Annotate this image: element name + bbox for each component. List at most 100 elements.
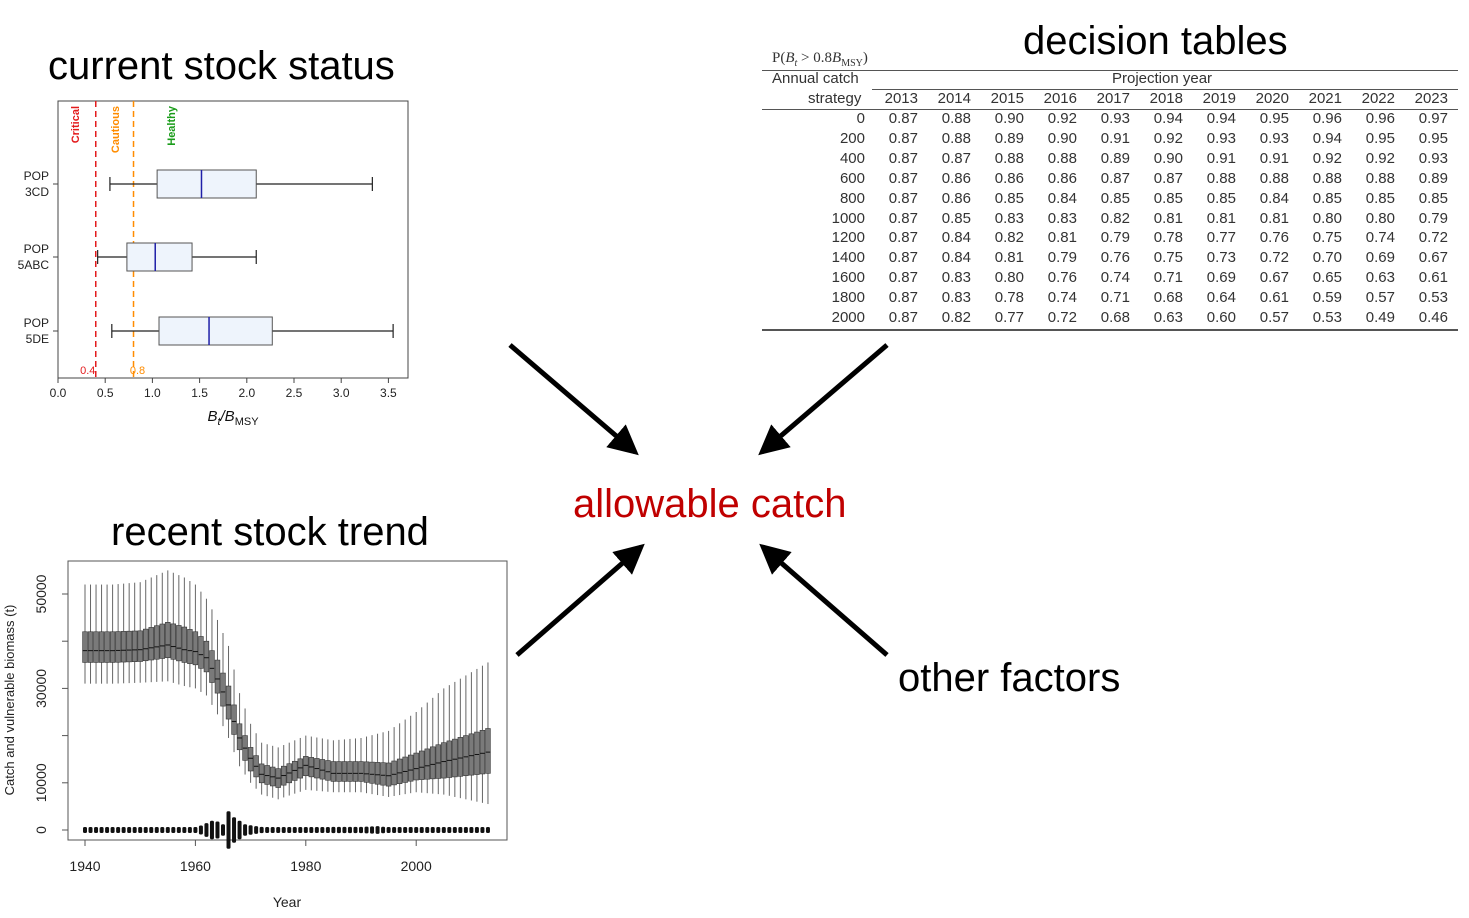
catch-bar-1995 [386, 827, 391, 833]
catch-bar-1975 [276, 827, 281, 833]
x-tick-label: 1980 [290, 858, 321, 874]
probability-cell: 0.72 [1047, 309, 1077, 326]
catch-bar-1947 [121, 827, 126, 833]
probability-cell: 0.91 [1259, 149, 1289, 167]
probability-cell: 0.95 [1259, 110, 1289, 127]
catch-bar-1976 [281, 827, 286, 833]
catch-bar-1971 [254, 826, 259, 834]
table-caption-part: > 0.8 [797, 50, 833, 66]
year-header-2021: 2021 [1308, 90, 1342, 107]
biomass-box-1943 [98, 631, 105, 663]
probability-cell: 0.69 [1206, 269, 1236, 287]
arrow-from-decision-tables [758, 343, 889, 456]
probability-cell: 0.93 [1418, 149, 1448, 167]
strategy-200: 200 [839, 129, 865, 147]
biomass-box-2007 [452, 738, 458, 778]
probability-cell: 0.87 [888, 189, 918, 207]
probability-cell: 0.77 [1206, 229, 1236, 247]
catch-bar-1946 [116, 827, 121, 833]
strategy-400: 400 [839, 149, 865, 167]
catch-bar-1993 [375, 826, 380, 834]
probability-cell: 0.80 [1365, 209, 1395, 227]
year-header-2014: 2014 [937, 90, 971, 107]
catch-bar-1977 [287, 827, 292, 833]
column-group-rule [872, 89, 1458, 90]
x-tick-label: 1940 [69, 858, 100, 874]
probability-cell: 0.85 [1153, 189, 1183, 207]
y-tick-label: 50000 [33, 574, 49, 613]
biomass-box-1979 [297, 758, 303, 779]
probability-cell: 0.79 [1418, 209, 1448, 227]
catch-bar-1990 [359, 826, 363, 834]
probability-cell: 0.76 [1100, 249, 1130, 267]
x-tick-label: 2.0 [238, 386, 255, 400]
strategy-2000: 2000 [831, 309, 865, 326]
probability-cell: 0.94 [1153, 110, 1183, 127]
probability-cell: 0.81 [1259, 209, 1289, 227]
catch-bar-1978 [292, 827, 297, 833]
probability-cell: 0.74 [1365, 229, 1395, 247]
biomass-box-1951 [143, 628, 149, 662]
probability-cell: 0.75 [1312, 229, 1342, 247]
biomass-box-2005 [441, 742, 447, 779]
allowable-catch-label: allowable catch [573, 482, 847, 526]
catch-bar-2011 [474, 827, 479, 833]
catch-bar-1981 [309, 827, 314, 833]
strategy-1800: 1800 [831, 289, 865, 307]
biomass-box-1963 [209, 650, 215, 683]
probability-cell: 0.96 [1312, 110, 1342, 127]
y-axis-title: Catch and vulnerable biomass (t) [2, 605, 17, 796]
biomass-box-1944 [104, 631, 110, 663]
probability-cell: 0.86 [994, 169, 1024, 187]
x-tick-label: 1.0 [144, 386, 161, 400]
biomass-box-1964 [214, 659, 221, 694]
biomass-box-1972 [258, 763, 265, 784]
probability-cell: 0.87 [1100, 169, 1130, 187]
probability-cell: 0.76 [1047, 269, 1077, 287]
biomass-box-1968 [236, 723, 243, 751]
probability-cell: 0.60 [1206, 309, 1236, 326]
catch-bar-1969 [243, 824, 248, 836]
probability-cell: 0.92 [1153, 129, 1183, 147]
probability-cell: 0.74 [1047, 289, 1077, 307]
biomass-box-1980 [303, 756, 309, 777]
catch-bar-1972 [259, 826, 264, 834]
table-caption: P(Bt > 0.8BMSY) [772, 50, 868, 69]
decision-table: P(Bt > 0.8BMSY) Annual catch strategy Proje… [762, 48, 1458, 338]
catch-bar-2006 [447, 827, 452, 833]
biomass-box-1949 [131, 630, 138, 662]
probability-cell: 0.57 [1259, 309, 1289, 326]
catch-bar-1997 [397, 827, 402, 833]
catch-bar-1956 [171, 827, 176, 833]
probability-cell: 0.81 [1153, 209, 1183, 227]
probability-cell: 0.82 [994, 229, 1024, 247]
probability-cell: 0.78 [1153, 229, 1183, 247]
probability-cell: 0.85 [1206, 189, 1236, 207]
catch-bar-2012 [480, 827, 485, 833]
stock-label: POP [24, 316, 49, 330]
biomass-box-1952 [148, 627, 154, 661]
probability-cell: 0.84 [941, 229, 971, 247]
biomass-box-1962 [203, 640, 210, 673]
biomass-box-1956 [170, 623, 177, 660]
probability-cell: 0.81 [1047, 229, 1077, 247]
probability-cell: 0.87 [941, 149, 971, 167]
strategy-800: 800 [839, 189, 865, 207]
catch-bar-1996 [392, 827, 397, 833]
biomass-box-1966 [225, 685, 232, 720]
probability-cell: 0.89 [1418, 169, 1448, 187]
probability-cell: 0.87 [888, 229, 918, 247]
catch-bar-1985 [331, 826, 336, 834]
probability-cell: 0.80 [994, 269, 1024, 287]
probability-cell: 0.96 [1365, 110, 1395, 127]
y-tick-label: 30000 [33, 669, 49, 708]
biomass-box-1991 [363, 761, 370, 783]
stock-trend-boxplot: 1940 1960 1980 2000 0 10000 30000 50000 Year Catc… [2, 560, 508, 910]
biomass-box-2009 [463, 735, 469, 777]
biomass-box-1998 [402, 756, 408, 783]
probability-cell: 0.85 [1312, 189, 1342, 207]
biomass-box-2001 [419, 750, 425, 780]
probability-cell: 0.77 [994, 309, 1024, 326]
probability-cell: 0.71 [1100, 289, 1130, 307]
